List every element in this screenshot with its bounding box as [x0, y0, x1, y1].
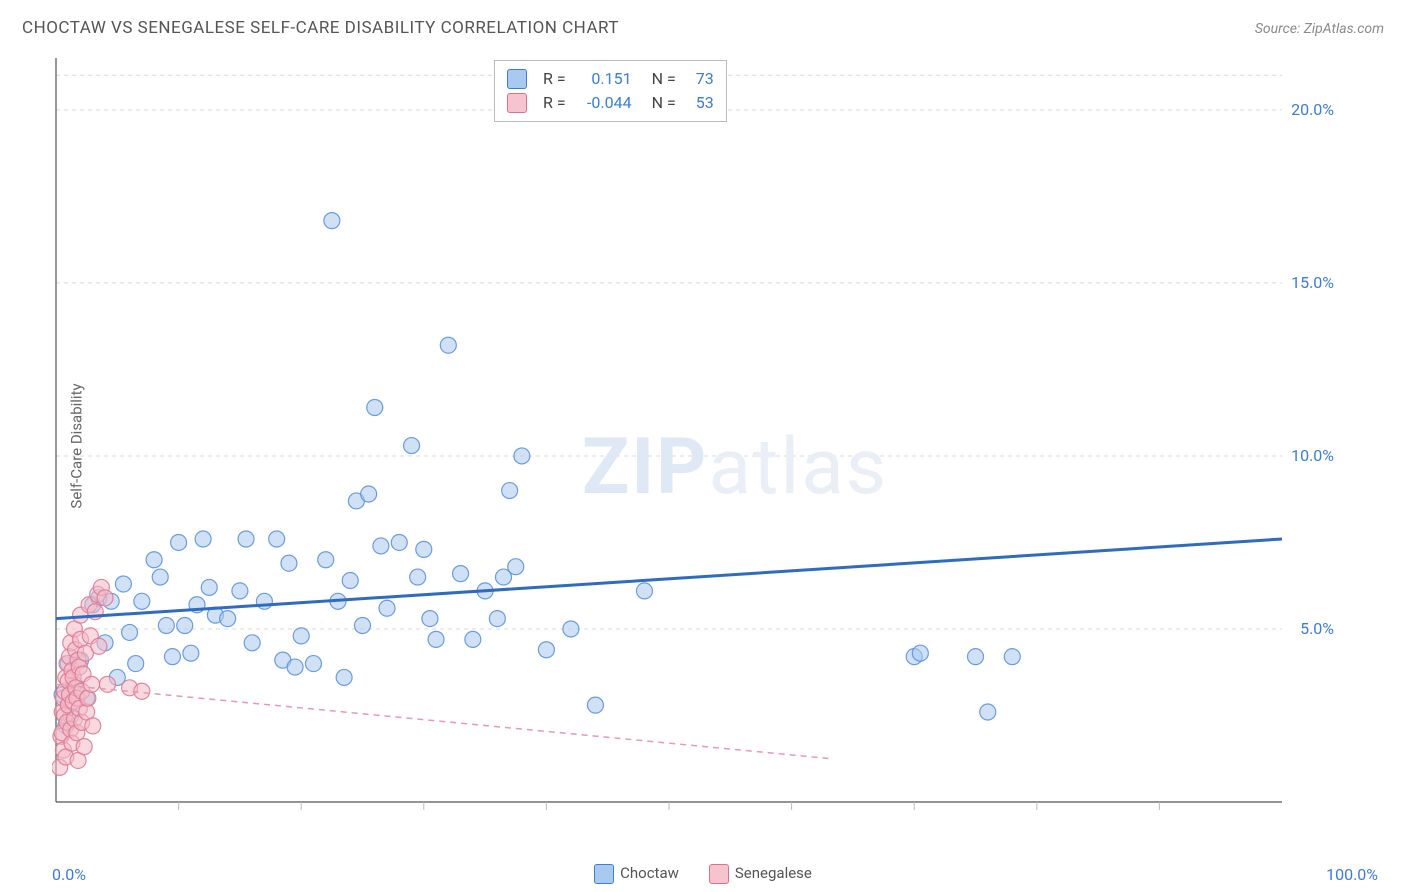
svg-text:15.0%: 15.0% [1291, 273, 1334, 292]
source-attribution: Source: ZipAtlas.com [1255, 21, 1384, 37]
n-value: 53 [686, 91, 714, 115]
svg-text:5.0%: 5.0% [1300, 619, 1334, 638]
series-swatch [507, 93, 527, 113]
svg-text:10.0%: 10.0% [1291, 446, 1334, 465]
x-axis-max-label: 100.0% [1326, 865, 1378, 884]
plot-area: 5.0%10.0%15.0%20.0% ZIPatlas R =0.151N =… [52, 52, 1352, 836]
stats-legend-box: R = 0.151 N = 73 R = -0.044 N = 53 [494, 60, 727, 122]
svg-text:20.0%: 20.0% [1291, 100, 1334, 119]
r-label: R = [543, 67, 566, 91]
scatter-svg: 5.0% 10.0% 15.0% 20.0% [52, 52, 1352, 836]
chart-title: CHOCTAW VS SENEGALESE SELF-CARE DISABILI… [22, 18, 619, 38]
r-value: -0.044 [576, 91, 632, 115]
r-label: R = [543, 91, 566, 115]
n-label: N = [652, 91, 676, 115]
stats-row: R = -0.044 N = 53 [507, 91, 714, 115]
x-axis-min-label: 0.0% [52, 865, 86, 884]
r-value: 0.151 [576, 67, 632, 91]
n-value: 73 [686, 67, 714, 91]
stats-row: R = 0.151 N = 73 [507, 67, 714, 91]
series-swatch [507, 69, 527, 89]
n-label: N = [652, 67, 676, 91]
